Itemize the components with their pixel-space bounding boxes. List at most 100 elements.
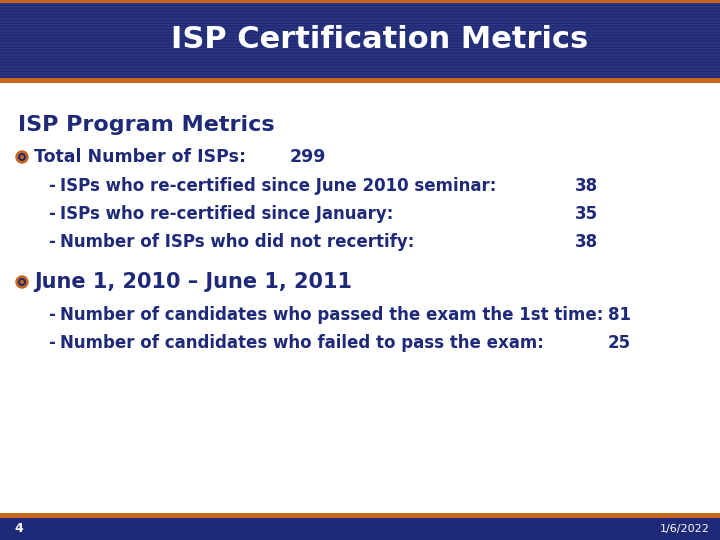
Bar [0, 0, 720, 3]
Text: ISP Program Metrics: ISP Program Metrics [18, 115, 274, 135]
Bar [0, 50, 720, 51]
Text: 4: 4 [14, 523, 23, 536]
Bar [0, 7, 720, 8]
Bar [0, 56, 720, 57]
Circle shape [16, 151, 28, 163]
Bar [0, 68, 720, 69]
Bar [0, 25, 720, 26]
Text: -: - [48, 306, 55, 324]
Text: Total Number of ISPs:: Total Number of ISPs: [34, 148, 246, 166]
Bar [0, 60, 720, 61]
Bar [0, 69, 720, 70]
Bar [0, 77, 720, 78]
Bar [0, 12, 720, 13]
Bar [0, 63, 720, 64]
Bar [0, 16, 720, 17]
Bar [0, 67, 720, 68]
Bar [0, 35, 720, 36]
Bar [0, 513, 720, 518]
Bar [0, 8, 720, 9]
Bar [0, 48, 720, 49]
Bar [0, 34, 720, 35]
Bar [0, 61, 720, 62]
Bar [0, 54, 720, 55]
Text: -: - [48, 233, 55, 251]
Bar [0, 4, 720, 5]
Bar [0, 73, 720, 74]
Bar [0, 19, 720, 20]
Circle shape [21, 156, 23, 158]
Bar [0, 46, 720, 47]
Bar [0, 29, 720, 30]
Bar [0, 49, 720, 50]
Bar [0, 66, 720, 67]
Bar [0, 52, 720, 53]
Bar [0, 9, 720, 10]
Text: ISPs who re-certified since June 2010 seminar:: ISPs who re-certified since June 2010 se… [60, 177, 496, 195]
Bar [0, 62, 720, 63]
Bar [0, 11, 720, 12]
Bar [0, 0, 720, 78]
Bar [0, 13, 720, 14]
Bar [0, 6, 720, 7]
Bar [0, 59, 720, 60]
Bar [0, 45, 720, 46]
Bar [0, 55, 720, 56]
Bar [0, 51, 720, 52]
Bar [0, 14, 720, 15]
Bar [0, 27, 720, 28]
Bar [0, 70, 720, 71]
Bar [0, 36, 720, 37]
Bar [0, 71, 720, 72]
Text: Number of candidates who failed to pass the exam:: Number of candidates who failed to pass … [60, 334, 544, 352]
Bar [0, 65, 720, 66]
Bar [0, 41, 720, 42]
Bar [0, 33, 720, 34]
Bar [0, 44, 720, 45]
Bar [0, 0, 720, 1]
Bar [0, 74, 720, 75]
Bar [0, 22, 720, 23]
Text: Number of ISPs who did not recertify:: Number of ISPs who did not recertify: [60, 233, 415, 251]
Bar [0, 58, 720, 59]
Bar [0, 78, 720, 83]
Bar [0, 20, 720, 21]
Text: ISP Certification Metrics: ISP Certification Metrics [171, 24, 589, 53]
Bar [0, 43, 720, 44]
Bar [0, 21, 720, 22]
Bar [0, 76, 720, 77]
Circle shape [21, 281, 23, 284]
Bar [0, 3, 720, 4]
Text: 299: 299 [290, 148, 326, 166]
Text: 35: 35 [575, 205, 598, 223]
Bar [0, 31, 720, 32]
Bar [0, 518, 720, 540]
Bar [0, 23, 720, 24]
Bar [0, 47, 720, 48]
Bar [0, 37, 720, 38]
Text: 81: 81 [608, 306, 631, 324]
Bar [0, 24, 720, 25]
Text: -: - [48, 205, 55, 223]
Text: -: - [48, 177, 55, 195]
Text: ISPs who re-certified since January:: ISPs who re-certified since January: [60, 205, 393, 223]
Bar [0, 10, 720, 11]
Bar [0, 72, 720, 73]
Bar [0, 57, 720, 58]
Bar [0, 5, 720, 6]
Bar [0, 40, 720, 41]
Bar [0, 32, 720, 33]
Circle shape [19, 154, 25, 160]
Bar [0, 1, 720, 2]
Bar [0, 2, 720, 3]
Bar [0, 53, 720, 54]
Bar [0, 30, 720, 31]
Bar [0, 75, 720, 76]
Bar [0, 26, 720, 27]
Circle shape [19, 279, 25, 285]
Bar [0, 28, 720, 29]
Text: 25: 25 [608, 334, 631, 352]
Text: 38: 38 [575, 233, 598, 251]
Text: Number of candidates who passed the exam the 1st time:: Number of candidates who passed the exam… [60, 306, 603, 324]
Bar [0, 42, 720, 43]
